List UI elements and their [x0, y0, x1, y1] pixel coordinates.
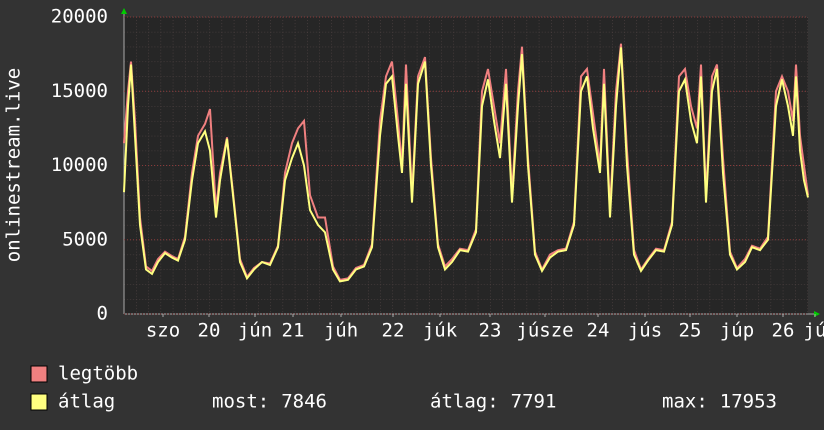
- stat-label: max:: [662, 391, 708, 413]
- x-tick-label: 21: [282, 320, 305, 342]
- y-axis-label: onlinestream.live: [3, 68, 25, 262]
- y-tick-label: 0: [97, 303, 108, 325]
- stat-value: 17953: [720, 391, 777, 413]
- x-tick-label: júk: [423, 320, 458, 342]
- x-tick-label: jús: [628, 320, 662, 342]
- y-tick-label: 20000: [51, 6, 108, 28]
- x-tick-label: júsze: [516, 320, 573, 342]
- y-tick-label: 5000: [62, 228, 108, 250]
- x-tick-label: 23: [479, 320, 502, 342]
- stat-value: 7791: [511, 391, 557, 413]
- x-tick-label: 25: [679, 320, 702, 342]
- legend-label: átlag: [58, 391, 115, 413]
- x-tick-label: júp: [720, 320, 754, 342]
- series-line: [123, 47, 809, 283]
- x-tick-label: szo: [146, 320, 180, 342]
- y-arrow: [121, 8, 127, 14]
- stat-label: most:: [212, 391, 269, 413]
- x-tick-label: 26: [772, 320, 795, 342]
- stat-label: átlag:: [430, 391, 499, 413]
- legend-swatch: [30, 393, 48, 411]
- x-tick-label: jú: [804, 320, 824, 342]
- x-tick-label: 22: [382, 320, 405, 342]
- stat-value: 7846: [281, 391, 327, 413]
- y-tick-label: 15000: [51, 80, 108, 102]
- x-tick-label: júh: [324, 320, 358, 342]
- x-tick-label: 24: [587, 320, 610, 342]
- legend-label: legtöbb: [58, 363, 138, 385]
- y-tick-label: 10000: [51, 154, 108, 176]
- legend-swatch: [30, 365, 48, 383]
- x-tick-label: 20: [198, 320, 221, 342]
- x-tick-label: jún: [238, 320, 272, 342]
